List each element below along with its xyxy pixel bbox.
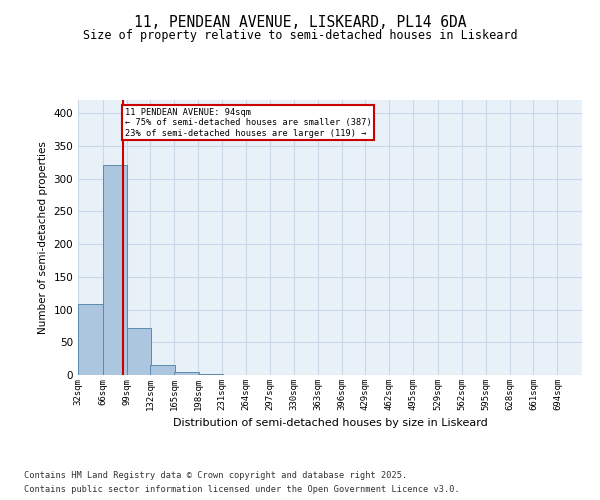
Bar — [175, 372, 199, 375]
Text: Contains HM Land Registry data © Crown copyright and database right 2025.: Contains HM Land Registry data © Crown c… — [24, 472, 407, 480]
Text: Contains public sector information licensed under the Open Government Licence v3: Contains public sector information licen… — [24, 484, 460, 494]
Text: 11 PENDEAN AVENUE: 94sqm
← 75% of semi-detached houses are smaller (387)
23% of : 11 PENDEAN AVENUE: 94sqm ← 75% of semi-d… — [125, 108, 372, 138]
Y-axis label: Number of semi-detached properties: Number of semi-detached properties — [38, 141, 48, 334]
Bar — [151, 365, 175, 375]
Text: 11, PENDEAN AVENUE, LISKEARD, PL14 6DA: 11, PENDEAN AVENUE, LISKEARD, PL14 6DA — [134, 15, 466, 30]
Text: Size of property relative to semi-detached houses in Liskeard: Size of property relative to semi-detach… — [83, 30, 517, 43]
Bar — [198, 374, 223, 375]
X-axis label: Distribution of semi-detached houses by size in Liskeard: Distribution of semi-detached houses by … — [173, 418, 487, 428]
Bar — [78, 304, 103, 375]
Bar — [127, 328, 151, 375]
Bar — [103, 166, 127, 375]
